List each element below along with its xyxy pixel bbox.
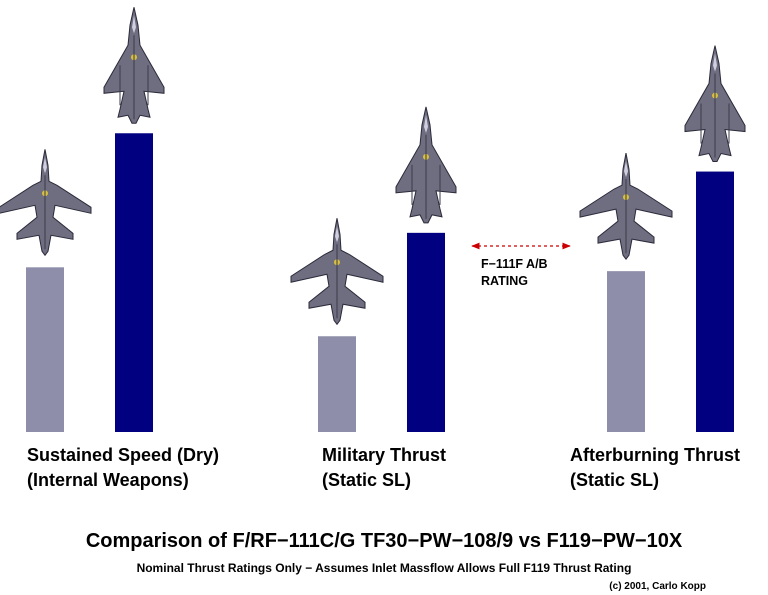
bar-group-3-series-1	[607, 271, 645, 432]
chart-subtitle: Nominal Thrust Ratings Only − Assumes In…	[136, 561, 632, 575]
bar-group-3-series-2	[696, 171, 734, 432]
group-label-1-line-1: Sustained Speed (Dry)	[27, 445, 220, 465]
f111-aircraft-icon	[579, 152, 673, 260]
bar-group-2-series-2	[407, 232, 445, 432]
group-label-2: Military Thrust (Static SL)	[322, 443, 446, 493]
annotation-line-2: RATING	[481, 274, 528, 288]
annotation-label: F−111F A/B RATING	[481, 256, 548, 290]
f22-aircraft-icon	[395, 106, 457, 224]
f111-aircraft-icon	[0, 148, 92, 256]
group-label-3-line-1: Afterburning Thrust	[570, 445, 740, 465]
bar-group-1-series-2	[115, 133, 153, 432]
group-label-2-line-2: (Static SL)	[322, 470, 412, 490]
group-label-2-line-1: Military Thrust	[322, 445, 447, 465]
bar-group-2-series-1	[318, 336, 356, 432]
f111-aircraft-icon	[290, 217, 384, 325]
f22-aircraft-icon	[684, 45, 746, 163]
chart-title: Comparison of F/RF−111C/G TF30−PW−108/9 …	[85, 530, 683, 552]
group-label-1: Sustained Speed (Dry) (Internal Weapons)	[27, 443, 219, 493]
annotation-line-1: F−111F A/B	[481, 257, 548, 271]
group-label-3: Afterburning Thrust (Static SL)	[570, 443, 740, 493]
bars-layer	[26, 133, 734, 432]
chart-credit: (c) 2001, Carlo Kopp	[609, 581, 706, 592]
bar-group-1-series-1	[26, 267, 64, 432]
f22-aircraft-icon	[103, 6, 165, 124]
group-label-1-line-2: (Internal Weapons)	[27, 470, 189, 490]
group-label-3-line-2: (Static SL)	[570, 470, 660, 490]
